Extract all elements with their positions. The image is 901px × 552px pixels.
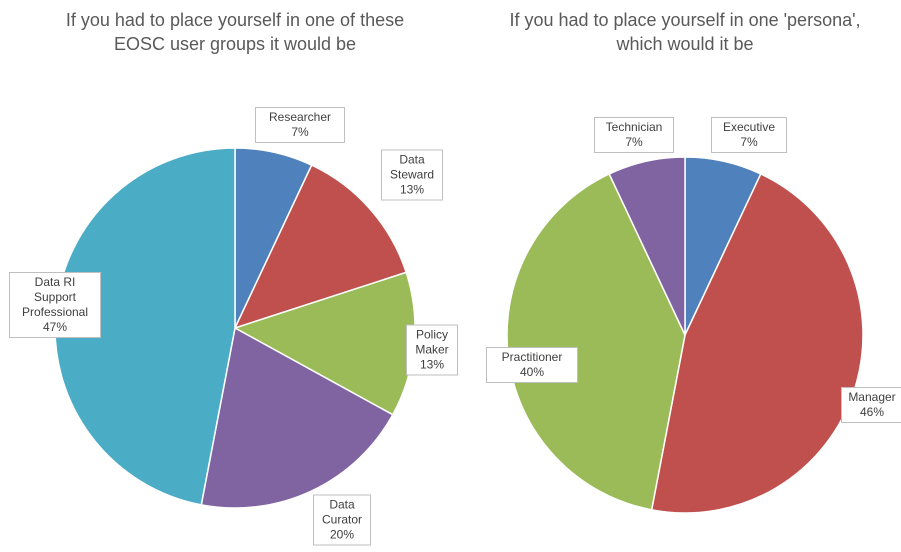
data-label: Practitioner 40% [486,347,578,383]
label-value: 13% [399,182,425,197]
label-category: Policy Maker [415,327,449,357]
label-value: 46% [859,405,885,419]
data-label: Researcher 7% [255,107,345,143]
data-label: Data Curator 20% [313,494,371,546]
label-value: 20% [329,527,355,542]
chart-title: If you had to place yourself in one 'per… [509,10,861,54]
data-label: Data Steward 13% [381,149,443,201]
label-value: 7% [740,135,758,149]
pie-slice [233,164,408,330]
label-category: Data RI Support Professional [21,275,89,319]
label-category: Data Curator [321,497,362,527]
label-category: Manager [848,390,896,404]
data-label: Policy Maker 13% [406,324,458,376]
chart-title: If you had to place yourself in one of t… [65,10,405,54]
label-category: Practitioner [501,350,563,364]
data-label: Manager 46% [841,387,901,423]
data-label: Data RI Support Professional 47% [9,272,101,338]
pie-slice [608,156,686,336]
label-category: Data Steward [389,152,435,182]
label-value: 7% [625,135,643,149]
data-label: Technician 7% [594,117,674,153]
label-value: 47% [42,320,68,334]
label-value: 13% [419,357,445,372]
pie-slice [200,326,394,509]
label-category: Researcher [268,110,332,124]
label-value: 40% [519,365,545,379]
label-category: Technician [605,120,663,134]
label-value: 7% [291,125,309,139]
label-category: Executive [722,120,776,134]
data-label: Executive 7% [711,117,787,153]
